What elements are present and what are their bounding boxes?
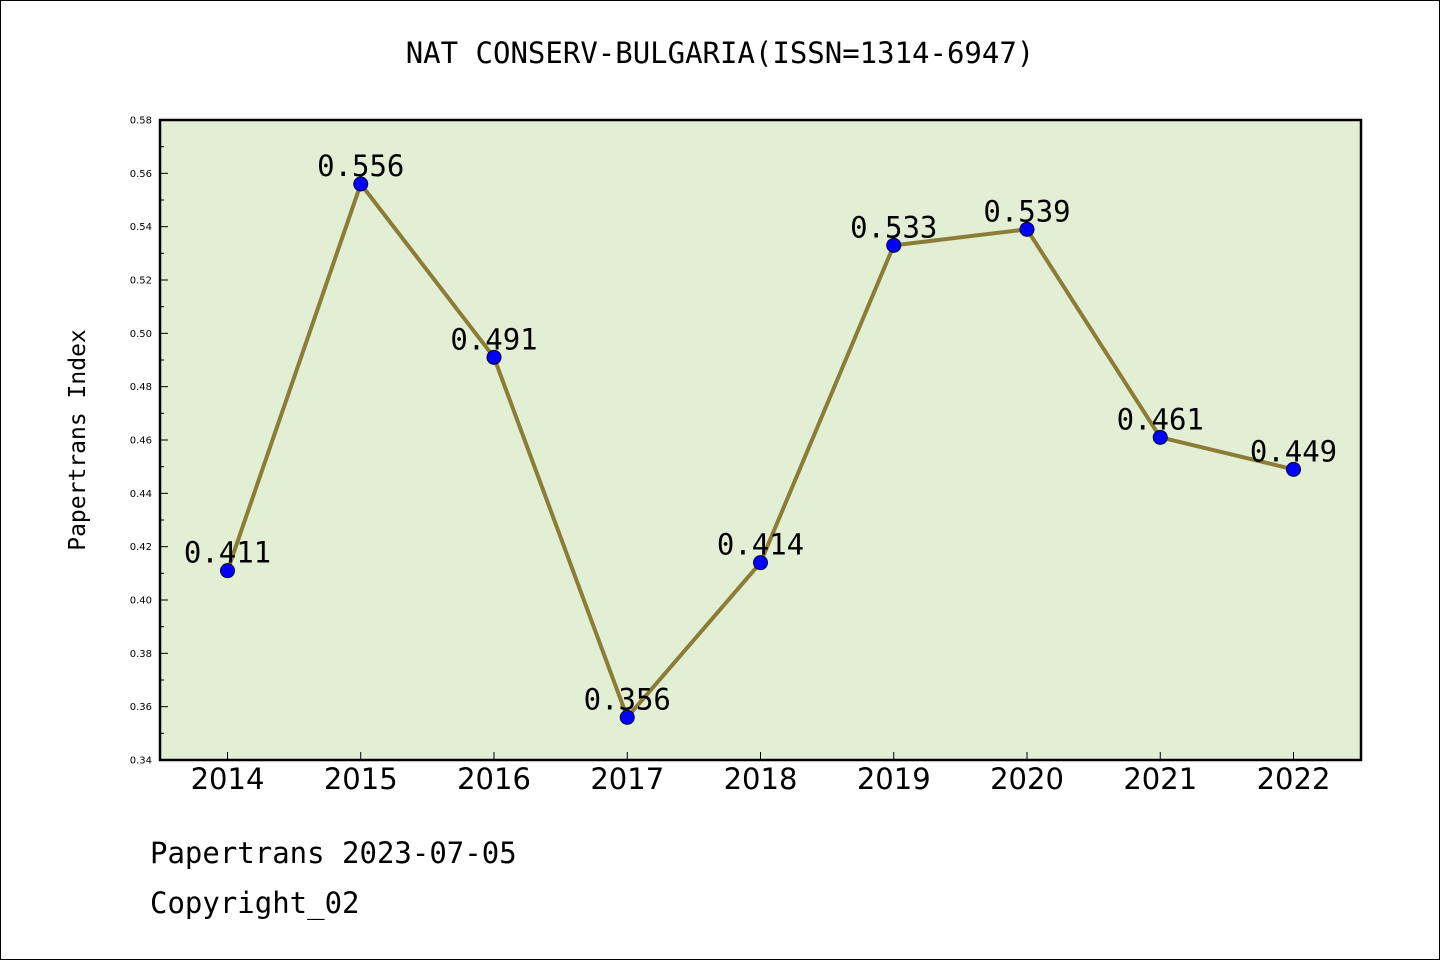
chart-title: NAT CONSERV-BULGARIA(ISSN=1314-6947) xyxy=(405,36,1035,70)
data-point xyxy=(886,237,902,253)
y-tick-label: 0.46 xyxy=(130,436,152,447)
y-tick-label: 0.36 xyxy=(130,702,152,713)
y-tick-label: 0.48 xyxy=(130,382,152,393)
y-tick-label: 0.42 xyxy=(130,542,152,553)
data-point xyxy=(753,555,768,571)
y-tick-label: 0.56 xyxy=(130,169,152,180)
data-point xyxy=(1152,429,1168,445)
y-axis-label: Papertrans Index xyxy=(65,329,91,551)
data-label: 0.491 xyxy=(450,322,537,356)
y-tick-label: 0.58 xyxy=(130,116,152,127)
x-tick-label: 2021 xyxy=(1123,762,1197,796)
data-label: 0.356 xyxy=(584,682,671,716)
plot-border xyxy=(158,118,1363,762)
y-tick-label: 0.50 xyxy=(130,329,152,340)
x-tick-label: 2014 xyxy=(191,762,265,796)
y-tick-label: 0.40 xyxy=(130,596,152,607)
data-point xyxy=(1019,221,1035,237)
y-tick-label: 0.54 xyxy=(130,222,152,233)
data-label: 0.539 xyxy=(983,194,1070,228)
y-tick-label: 0.44 xyxy=(130,489,152,500)
data-label: 0.449 xyxy=(1250,434,1337,468)
data-label: 0.556 xyxy=(317,149,404,183)
data-label: 0.461 xyxy=(1117,402,1204,436)
data-point xyxy=(619,709,635,725)
data-point xyxy=(220,563,235,579)
y-tick-label: 0.34 xyxy=(130,756,152,767)
x-tick-label: 2015 xyxy=(324,762,398,796)
data-label: 0.533 xyxy=(850,210,937,244)
x-tick-label: 2018 xyxy=(724,762,798,796)
x-tick-label: 2017 xyxy=(590,762,664,796)
x-tick-label: 2022 xyxy=(1257,762,1331,796)
plot-area xyxy=(160,120,1361,760)
y-tick-label: 0.52 xyxy=(130,276,152,287)
y-tick-label: 0.38 xyxy=(130,649,152,660)
footer-date: Papertrans 2023-07-05 xyxy=(150,836,517,870)
x-tick-label: 2016 xyxy=(457,762,531,796)
x-tick-label: 2020 xyxy=(990,762,1064,796)
data-point xyxy=(353,176,369,192)
data-label: 0.411 xyxy=(184,536,271,570)
footer-copyright: Copyright_02 xyxy=(150,886,360,920)
x-tick-label: 2019 xyxy=(857,762,931,796)
data-point xyxy=(1286,461,1301,477)
data-point xyxy=(486,349,502,365)
data-label: 0.414 xyxy=(717,528,804,562)
